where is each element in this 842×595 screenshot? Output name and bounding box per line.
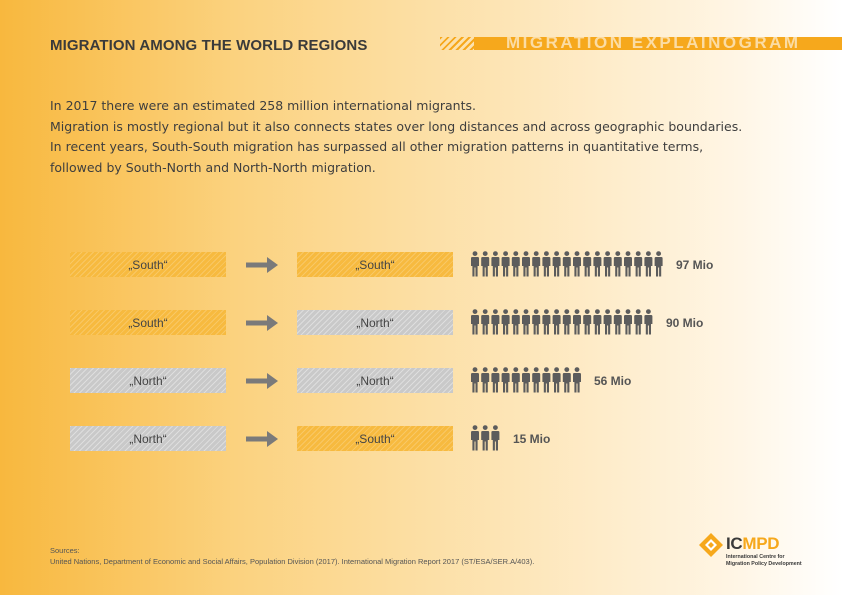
person-icon bbox=[532, 309, 541, 335]
person-icon bbox=[542, 367, 551, 393]
arrow-right-icon bbox=[246, 315, 278, 331]
origin-region-box: „North“ bbox=[70, 426, 226, 451]
icmpd-logo: ICMPD International Centre for Migration… bbox=[698, 532, 808, 572]
person-icon bbox=[624, 251, 632, 277]
person-icon bbox=[644, 309, 653, 335]
person-icon bbox=[522, 309, 530, 335]
person-icon bbox=[511, 367, 520, 393]
person-icon bbox=[542, 251, 551, 277]
origin-region-box: „South“ bbox=[70, 252, 226, 277]
intro-line: followed by South-North and North-North … bbox=[50, 159, 376, 175]
person-icon bbox=[481, 309, 490, 335]
person-icon bbox=[562, 309, 571, 335]
person-icon bbox=[562, 251, 571, 277]
person-icon bbox=[634, 309, 643, 335]
person-icon bbox=[573, 367, 581, 393]
logo-subtitle-line: Migration Policy Development bbox=[726, 560, 802, 567]
arrow-right-icon bbox=[246, 373, 278, 389]
person-icon bbox=[471, 425, 479, 451]
person-icon bbox=[532, 367, 541, 393]
logo-subtitle: International Centre for Migration Polic… bbox=[726, 554, 816, 568]
origin-region-box: „North“ bbox=[70, 368, 226, 393]
migrant-pictogram-bar bbox=[471, 309, 653, 335]
value-label: 90 Mio bbox=[666, 316, 704, 330]
person-icon bbox=[542, 309, 551, 335]
person-icon bbox=[481, 367, 490, 393]
migrant-pictogram-bar bbox=[471, 251, 663, 277]
person-icon bbox=[654, 251, 663, 277]
destination-region-box: „South“ bbox=[297, 426, 453, 451]
sources: Sources: United Nations, Department of E… bbox=[50, 546, 534, 567]
person-icon bbox=[573, 251, 581, 277]
person-icon bbox=[644, 251, 653, 277]
banner-hatch bbox=[440, 37, 474, 50]
arrow-right-icon bbox=[246, 431, 278, 447]
logo-name-part2: MPD bbox=[742, 534, 780, 553]
person-icon bbox=[573, 309, 581, 335]
person-icon bbox=[603, 309, 612, 335]
origin-region-box: „South“ bbox=[70, 310, 226, 335]
person-icon bbox=[501, 367, 510, 393]
person-icon bbox=[634, 251, 643, 277]
person-icon bbox=[491, 251, 500, 277]
person-icon bbox=[522, 367, 530, 393]
arrow-right-icon bbox=[246, 257, 278, 273]
person-icon bbox=[593, 309, 602, 335]
person-icon bbox=[522, 251, 530, 277]
intro-text: In 2017 there were an estimated 258 mill… bbox=[50, 96, 750, 178]
person-icon bbox=[583, 251, 592, 277]
page-title: MIGRATION AMONG THE WORLD REGIONS bbox=[50, 37, 368, 54]
person-icon bbox=[624, 309, 632, 335]
person-icon bbox=[583, 309, 592, 335]
logo-subtitle-line: International Centre for bbox=[726, 554, 785, 560]
intro-line: In recent years, South-South migration h… bbox=[50, 139, 704, 154]
migrant-pictogram-bar bbox=[471, 367, 581, 393]
person-icon bbox=[562, 367, 571, 393]
value-label: 56 Mio bbox=[594, 374, 632, 388]
banner-text: MIGRATION EXPLAINOGRAM bbox=[506, 37, 801, 50]
person-icon bbox=[481, 425, 490, 451]
migrant-pictogram-bar bbox=[471, 425, 500, 451]
sources-text: United Nations, Department of Economic a… bbox=[50, 556, 535, 566]
person-icon bbox=[552, 367, 561, 393]
person-icon bbox=[471, 309, 479, 335]
intro-line: Migration is mostly regional but it also… bbox=[50, 118, 743, 134]
person-icon bbox=[501, 309, 510, 335]
person-icon bbox=[491, 367, 500, 393]
destination-region-box: „South“ bbox=[297, 252, 453, 277]
logo-name-part1: IC bbox=[726, 534, 743, 553]
person-icon bbox=[552, 309, 561, 335]
destination-region-box: „North“ bbox=[297, 368, 453, 393]
sources-label: Sources: bbox=[50, 546, 80, 555]
person-icon bbox=[613, 309, 622, 335]
icmpd-logo-icon bbox=[699, 533, 723, 557]
person-icon bbox=[511, 251, 520, 277]
person-icon bbox=[613, 251, 622, 277]
intro-line: In 2017 there were an estimated 258 mill… bbox=[50, 98, 476, 113]
person-icon bbox=[593, 251, 602, 277]
person-icon bbox=[491, 309, 500, 335]
value-label: 97 Mio bbox=[676, 258, 714, 272]
destination-region-box: „North“ bbox=[297, 310, 453, 335]
value-label: 15 Mio bbox=[513, 432, 551, 446]
person-icon bbox=[501, 251, 510, 277]
person-icon bbox=[532, 251, 541, 277]
person-icon bbox=[552, 251, 561, 277]
person-icon bbox=[471, 367, 479, 393]
logo-name: ICMPD bbox=[726, 534, 780, 554]
person-icon bbox=[491, 425, 500, 451]
person-icon bbox=[481, 251, 490, 277]
person-icon bbox=[603, 251, 612, 277]
explainogram-banner: MIGRATION EXPLAINOGRAM bbox=[474, 37, 842, 50]
person-icon bbox=[511, 309, 520, 335]
person-icon bbox=[471, 251, 479, 277]
